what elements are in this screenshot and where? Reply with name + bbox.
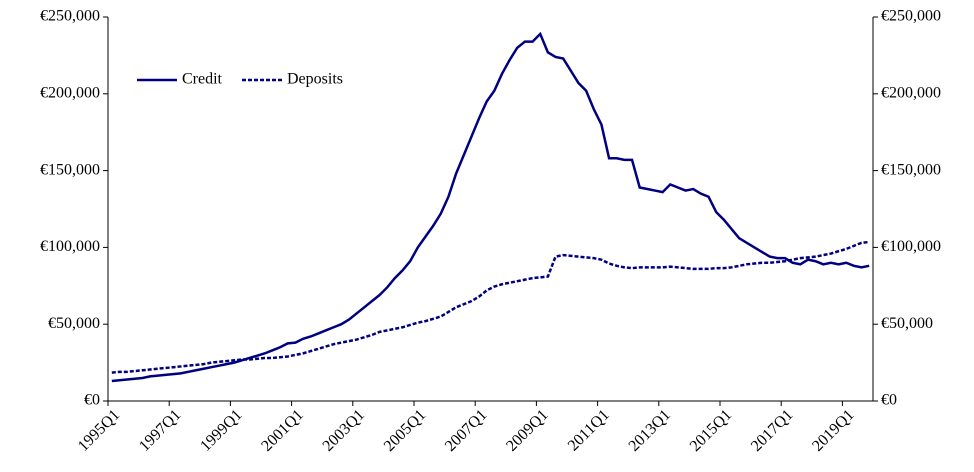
- x-tick-label: 2013Q1: [626, 406, 674, 454]
- y2-tick-label: €100,000: [881, 238, 941, 255]
- y2-tick-label: €0: [881, 392, 897, 409]
- y2-tick-label: €250,000: [881, 8, 941, 25]
- series-line: [111, 240, 870, 374]
- y2-tick-label: €50,000: [881, 315, 933, 332]
- y2-tick-label: €200,000: [881, 84, 941, 101]
- y-tick-label: €200,000: [40, 84, 100, 101]
- x-tick-label: 1997Q1: [136, 406, 184, 454]
- x-tick-label: 1999Q1: [197, 406, 245, 454]
- x-tick-label: 2009Q1: [503, 406, 551, 454]
- y-tick-label: €0: [84, 392, 100, 409]
- y-tick-label: €150,000: [40, 161, 100, 178]
- y2-tick-label: €150,000: [881, 161, 941, 178]
- x-tick-label: 1995Q1: [75, 406, 123, 454]
- y-tick-label: €100,000: [40, 238, 100, 255]
- x-tick-label: 2003Q1: [320, 406, 368, 454]
- legend-label: Deposits: [287, 71, 343, 88]
- x-tick-label: 2017Q1: [748, 406, 796, 454]
- x-tick-label: 2015Q1: [687, 406, 735, 454]
- x-tick-label: 2019Q1: [809, 406, 857, 454]
- y-tick-label: €250,000: [40, 8, 100, 25]
- y-tick-label: €50,000: [48, 315, 100, 332]
- series-line: [111, 31, 870, 383]
- legend-label: Credit: [182, 71, 223, 88]
- x-tick-label: 2005Q1: [381, 406, 429, 454]
- x-tick-label: 2007Q1: [442, 406, 490, 454]
- x-tick-label: 2001Q1: [258, 406, 306, 454]
- x-tick-label: 2011Q1: [565, 406, 613, 454]
